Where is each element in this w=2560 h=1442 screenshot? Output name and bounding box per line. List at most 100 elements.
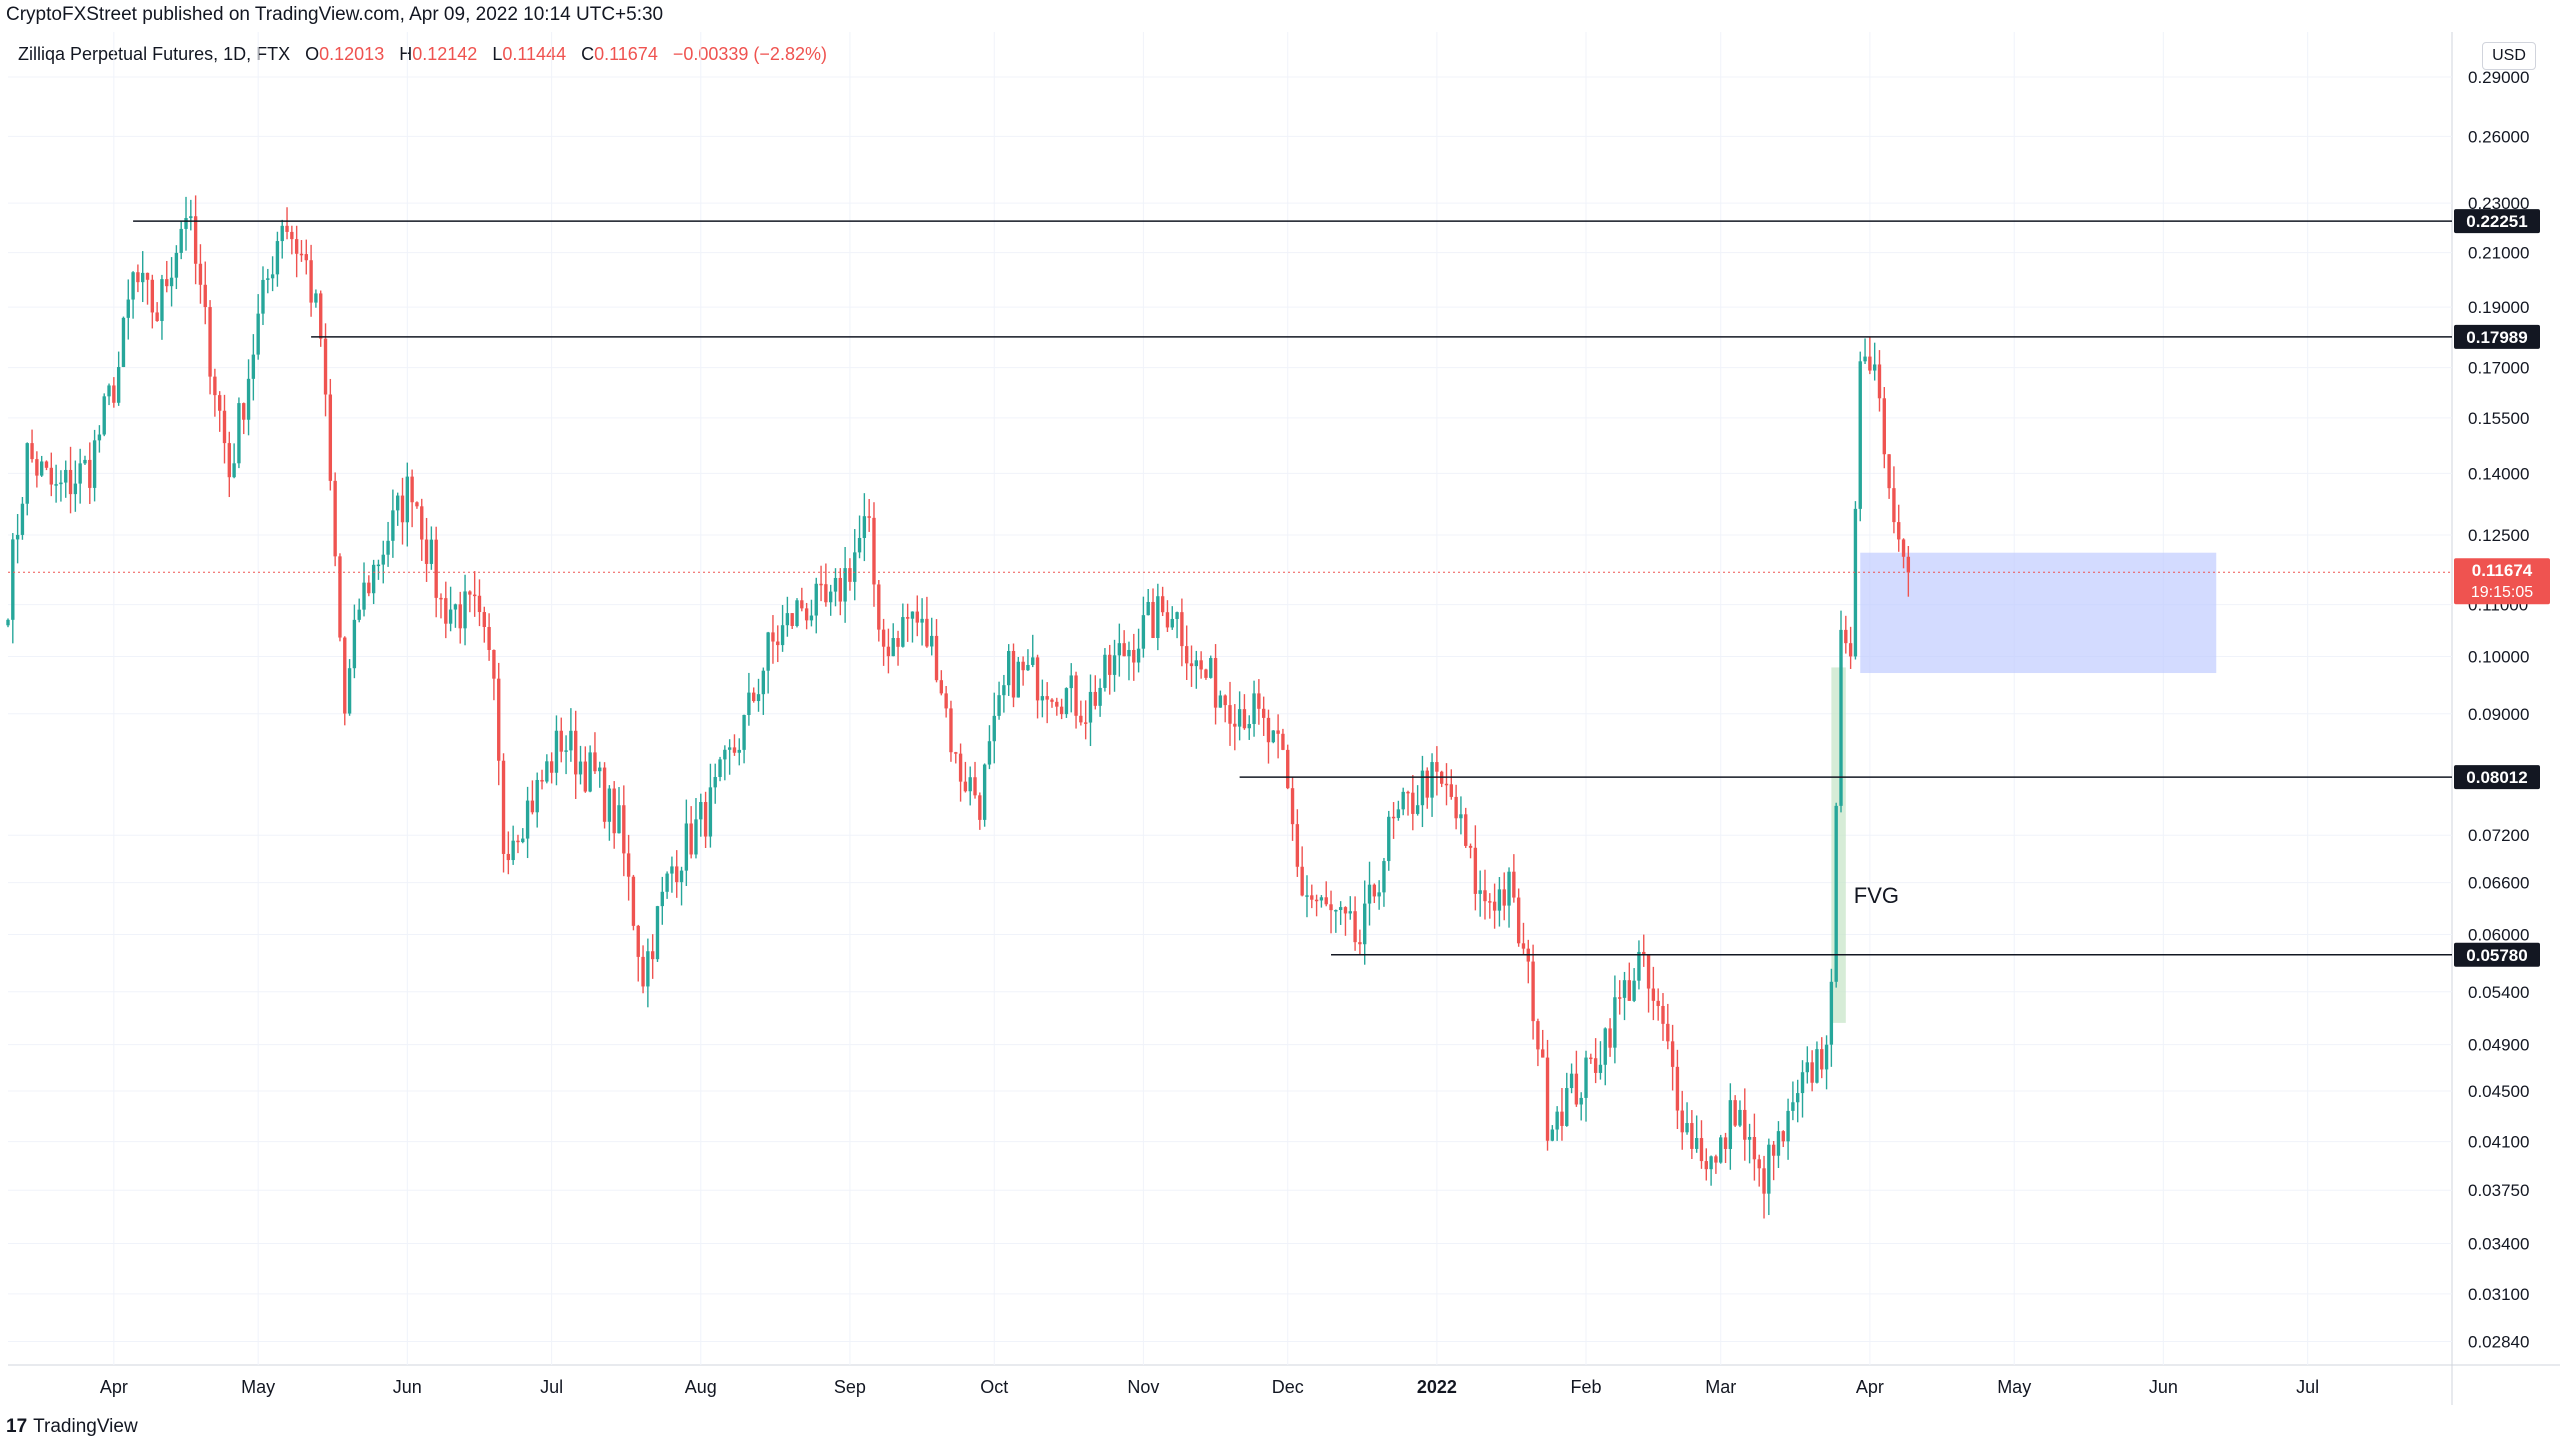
candle-body [68,469,73,495]
symbol-legend[interactable]: Zilliqa Perpetual Futures, 1D, FTX O0.12… [18,44,827,65]
candle-body [1189,663,1194,667]
candle-body [1050,699,1054,702]
candle-body [838,577,842,602]
candle-body [1286,749,1290,789]
candle-body [424,539,429,564]
candle-body [1391,816,1396,819]
candle-body [246,378,251,420]
candle-body [804,608,809,621]
candle-body [1478,890,1482,894]
candle-body [1680,1110,1684,1133]
high-value: 0.12142 [412,44,478,64]
candle-body [1271,730,1275,743]
candle-body [1011,650,1016,698]
candle-body [915,611,919,623]
candle-body [1059,706,1064,715]
candle-body [1521,943,1526,949]
candle-body [920,618,924,623]
high-label: H [399,44,413,64]
candle-body [790,613,794,626]
candle-body [280,225,284,242]
candle-body [112,385,116,403]
candle-body [1492,901,1497,911]
y-tick-label: 0.06600 [2468,874,2529,893]
candle-body [1204,669,1208,678]
candle-body [1002,685,1006,696]
candle-body [338,556,342,638]
candle-body [525,800,530,839]
candle-body [877,584,881,630]
candle-body [1473,847,1478,894]
candle-body [429,539,434,564]
candle-body [131,272,135,300]
candle-body [713,776,717,788]
candle-body [290,231,294,240]
candle-body [1305,895,1309,897]
candle-body [905,617,910,619]
fvg-label: FVG [1854,883,1899,908]
candle-body [44,461,49,468]
candle-body [1103,654,1107,688]
candle-body [1719,1137,1723,1163]
candle-body [694,819,698,855]
candle-body [891,638,895,657]
x-tick-label: Nov [1127,1377,1159,1397]
candle-body [420,506,424,540]
candle-body [1497,889,1502,911]
tradingview-logo-icon: 17 [6,1416,28,1437]
x-tick-label: Sep [834,1377,866,1397]
change-value: −0.00339 (−2.82%) [672,44,827,64]
candle-body [1064,688,1069,715]
level-price-tag [2454,765,2540,790]
candle-body [126,299,130,318]
y-tick-label: 0.02840 [2468,1333,2529,1352]
last-price-tag [2454,558,2550,605]
candle-body [1411,792,1415,814]
candle-body [617,805,621,834]
candle-body [1618,997,1622,999]
candle-body [1290,788,1295,825]
candle-body [35,459,39,476]
candle-body [1165,612,1170,628]
candle-body [1079,715,1083,723]
candle-body [319,293,323,339]
candle-body [1016,661,1020,698]
x-tick-label: Mar [1705,1377,1736,1397]
candle-body [593,752,597,772]
candle-body [679,870,684,883]
candle-body [458,604,462,629]
candle-body [521,838,525,843]
candle-body [886,646,891,657]
candle-body [641,956,645,987]
tradingview-footer[interactable]: 17 TradingView [6,1416,138,1438]
candle-body [1363,903,1367,945]
candle-body [304,254,308,261]
candle-body [203,284,207,308]
tradingview-brand: TradingView [33,1416,138,1437]
candle-body [434,539,438,598]
candle-body [73,483,78,495]
candle-body [30,443,34,460]
candle-body [901,617,905,647]
candle-body [1415,805,1420,814]
currency-selector[interactable]: USD [2482,42,2536,70]
candle-body [1791,1102,1795,1111]
candle-body [819,583,823,586]
candle-body [602,767,607,822]
candle-body [1565,1088,1569,1126]
candle-body [150,279,155,313]
candle-body [1555,1111,1559,1130]
candle-body [1213,658,1218,708]
candle-body [1185,646,1189,664]
y-tick-label: 0.04900 [2468,1036,2529,1055]
candle-body [992,715,996,742]
candle-body [1449,784,1453,797]
candle-body [1752,1136,1757,1160]
candle-body [1810,1062,1814,1083]
order-block-zone [1860,552,2217,674]
candle-body [732,747,737,753]
candle-body [1569,1073,1574,1089]
candle-body [347,668,352,714]
candle-body [1892,488,1896,523]
